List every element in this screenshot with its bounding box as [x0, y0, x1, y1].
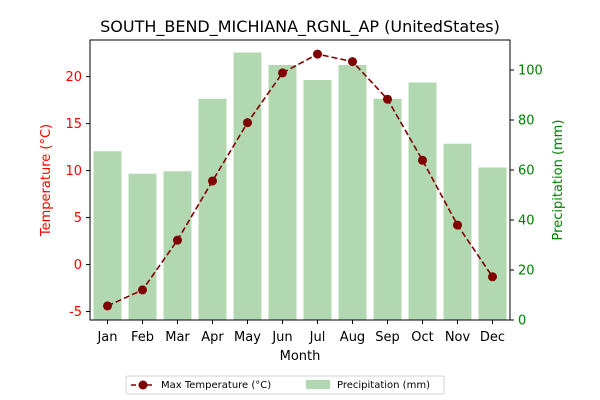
temperature-line-series: [103, 49, 497, 311]
precipitation-bar-jul: [303, 80, 332, 320]
precipitation-bar-jun: [268, 65, 297, 320]
right-axis-title: Precipitation (mm): [551, 120, 566, 241]
temperature-point-apr: [208, 176, 217, 186]
temperature-point-mar: [173, 235, 182, 245]
precipitation-bar-dec: [478, 167, 507, 320]
x-tick-label-mar: Mar: [165, 330, 190, 345]
x-tick-label-apr: Apr: [201, 330, 224, 345]
temperature-line: [107, 53, 494, 307]
legend-bar-swatch: [306, 380, 330, 389]
left-axis: -5 0 5 10 15 20: [65, 70, 90, 320]
precipitation-bar-sep: [373, 98, 402, 320]
temperature-point-jul: [313, 49, 322, 59]
left-tick-label: 10: [65, 164, 82, 179]
precipitation-bar-mar: [163, 171, 192, 320]
x-tick-label-dec: Dec: [480, 330, 505, 345]
left-tick-label: 15: [65, 117, 82, 132]
precipitation-bar-aug: [338, 65, 367, 320]
left-tick-label: 20: [65, 70, 82, 85]
temperature-point-nov: [453, 220, 462, 230]
temperature-point-aug: [348, 57, 357, 67]
temperature-point-dec: [488, 272, 497, 282]
x-tick-label-jan: Jan: [96, 330, 117, 345]
temperature-point-sep: [383, 94, 392, 104]
right-tick-label: 20: [518, 264, 535, 279]
right-tick-label: 60: [518, 164, 535, 179]
left-tick-label: 5: [74, 211, 82, 226]
precipitation-bars: [93, 52, 507, 320]
legend-marker-swatch: [138, 380, 148, 390]
right-tick-label: 40: [518, 214, 535, 229]
right-tick-label: 80: [518, 114, 535, 129]
x-axis-title: Month: [280, 349, 321, 364]
chart-title: SOUTH_BEND_MICHIANA_RGNL_AP (UnitedState…: [100, 17, 500, 37]
temperature-point-jan: [103, 301, 112, 311]
plot-frame: [89, 39, 511, 321]
x-tick-label-jun: Jun: [271, 330, 292, 345]
precipitation-bar-may: [233, 52, 262, 320]
left-tick-label: -5: [69, 305, 82, 320]
legend: Max Temperature (°C) Precipitation (mm): [125, 375, 445, 395]
x-axis: Jan Feb Mar Apr May Jun Jul Aug Sep Oct Nov Dec: [96, 320, 505, 345]
precipitation-bar-feb: [128, 173, 157, 320]
left-tick-label: 0: [74, 258, 82, 273]
temperature-point-feb: [138, 285, 147, 295]
legend-label-precipitation: Precipitation (mm): [337, 380, 430, 391]
x-tick-label-may: May: [234, 330, 261, 345]
x-tick-label-oct: Oct: [411, 330, 433, 345]
precipitation-bar-oct: [408, 82, 437, 320]
right-tick-label: 100: [518, 64, 543, 79]
temperature-point-jun: [278, 68, 287, 78]
temperature-point-oct: [418, 155, 427, 165]
right-tick-label: 0: [518, 314, 526, 329]
legend-label-temperature: Max Temperature (°C): [161, 380, 271, 391]
legend-box: [125, 375, 445, 395]
left-axis-title: Temperature (°C): [39, 124, 54, 237]
precipitation-bar-apr: [198, 98, 227, 320]
precipitation-bar-nov: [443, 143, 472, 320]
temperature-point-may: [243, 118, 252, 128]
precipitation-bar-jan: [93, 151, 122, 320]
x-tick-label-sep: Sep: [375, 330, 400, 345]
x-tick-label-aug: Aug: [340, 330, 365, 345]
x-tick-label-nov: Nov: [445, 330, 471, 345]
x-tick-label-jul: Jul: [309, 330, 326, 345]
x-tick-label-feb: Feb: [131, 330, 154, 345]
right-axis: 0 20 40 60 80 100: [510, 64, 543, 329]
